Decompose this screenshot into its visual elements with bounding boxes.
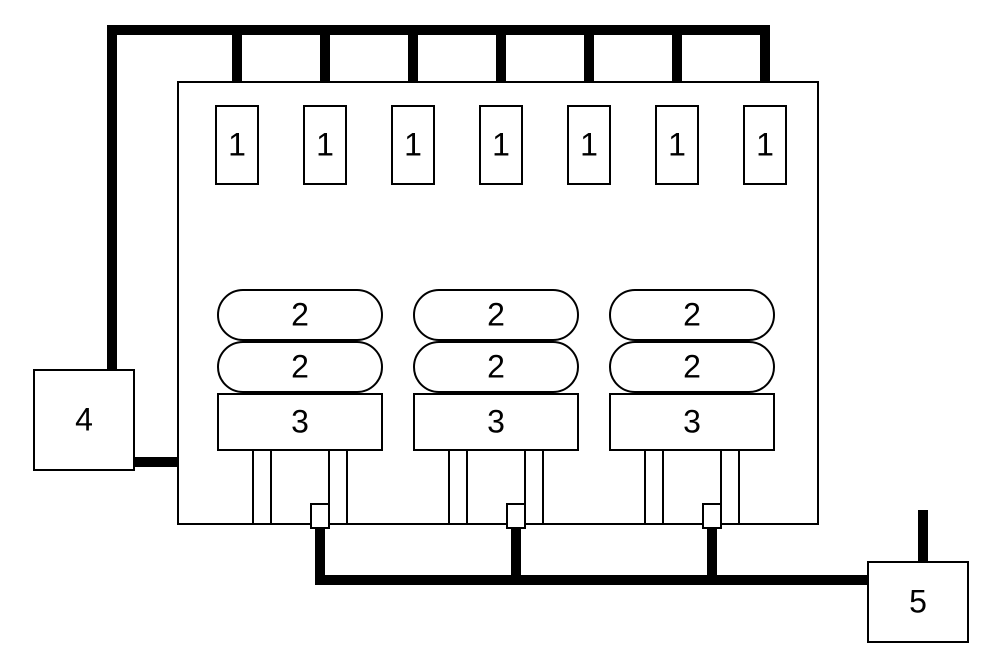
top-box-label-1: 1 <box>316 126 334 162</box>
oval-label-1-0: 2 <box>487 296 505 332</box>
oval-label-2-0: 2 <box>683 296 701 332</box>
diagram-canvas: 1 1 1 1 1 1 1 2 2 2 2 2 2 3 3 3 4 5 <box>0 0 1000 665</box>
oval-label-0-0: 2 <box>291 296 309 332</box>
top-box-label-4: 1 <box>580 126 598 162</box>
leg-0-L <box>253 450 271 524</box>
box3-label-0: 3 <box>291 403 309 439</box>
oval-label-0-1: 2 <box>291 348 309 384</box>
stub-1 <box>507 504 525 528</box>
oval-label-1-1: 2 <box>487 348 505 384</box>
leg-2-R <box>721 450 739 524</box>
stub-0 <box>311 504 329 528</box>
top-box-label-5: 1 <box>668 126 686 162</box>
box4-label: 4 <box>75 401 93 437</box>
top-box-label-6: 1 <box>756 126 774 162</box>
stub-2 <box>703 504 721 528</box>
leg-0-R <box>329 450 347 524</box>
top-box-label-3: 1 <box>492 126 510 162</box>
top-box-label-0: 1 <box>228 126 246 162</box>
leg-1-L <box>449 450 467 524</box>
oval-label-2-1: 2 <box>683 348 701 384</box>
leg-1-R <box>525 450 543 524</box>
box3-label-1: 3 <box>487 403 505 439</box>
box5-label: 5 <box>909 583 927 619</box>
leg-2-L <box>645 450 663 524</box>
top-box-label-2: 1 <box>404 126 422 162</box>
box3-label-2: 3 <box>683 403 701 439</box>
